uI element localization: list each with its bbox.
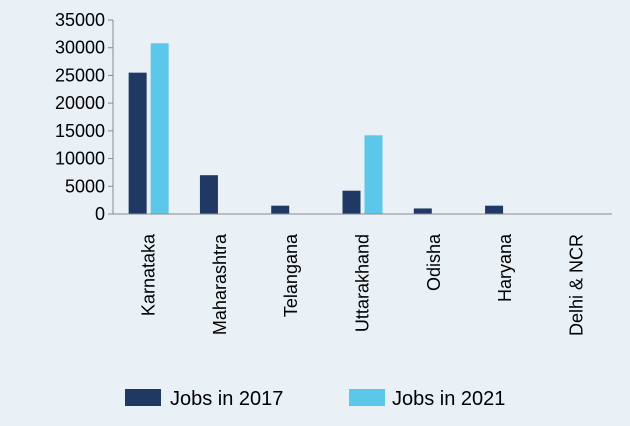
x-category-label: Odisha bbox=[424, 233, 444, 291]
x-category-label: Haryana bbox=[495, 233, 515, 302]
y-tick-label: 25000 bbox=[55, 65, 105, 85]
x-category-label: Maharashtra bbox=[210, 233, 230, 335]
bar-2017-3 bbox=[342, 190, 361, 214]
y-tick-label: 0 bbox=[95, 204, 105, 224]
legend-label-2017: Jobs in 2017 bbox=[170, 388, 283, 410]
legend-swatch-2017 bbox=[125, 389, 161, 406]
bar-2017-1 bbox=[199, 175, 218, 214]
bar-2017-4 bbox=[413, 208, 432, 214]
x-axis: Karnataka Maharashtra Telangana Uttarakhand… bbox=[113, 213, 612, 336]
bar-2017-0 bbox=[128, 72, 147, 215]
bar-2017-5 bbox=[485, 205, 504, 214]
y-tick-label: 30000 bbox=[55, 38, 105, 58]
y-axis: 0 5000 10000 15000 20000 25000 30000 35000 bbox=[55, 10, 114, 224]
y-tick-label: 20000 bbox=[55, 93, 105, 113]
x-category-label: Telangana bbox=[281, 233, 301, 317]
bar-2017-2 bbox=[271, 205, 290, 214]
legend-swatch-2021 bbox=[349, 389, 385, 406]
y-tick-label: 10000 bbox=[55, 149, 105, 169]
bar-2021-0 bbox=[150, 43, 169, 214]
y-tick-label: 15000 bbox=[55, 121, 105, 141]
x-category-label: Karnataka bbox=[139, 233, 159, 316]
x-category-label: Uttarakhand bbox=[353, 234, 373, 332]
bars bbox=[128, 43, 504, 215]
y-tick-label: 5000 bbox=[65, 176, 105, 196]
legend-label-2021: Jobs in 2021 bbox=[392, 388, 505, 410]
x-category-label: Delhi & NCR bbox=[566, 234, 586, 336]
bar-2021-3 bbox=[364, 135, 383, 214]
legend: Jobs in 2017 Jobs in 2021 bbox=[125, 388, 505, 410]
y-tick-label: 35000 bbox=[55, 10, 105, 30]
